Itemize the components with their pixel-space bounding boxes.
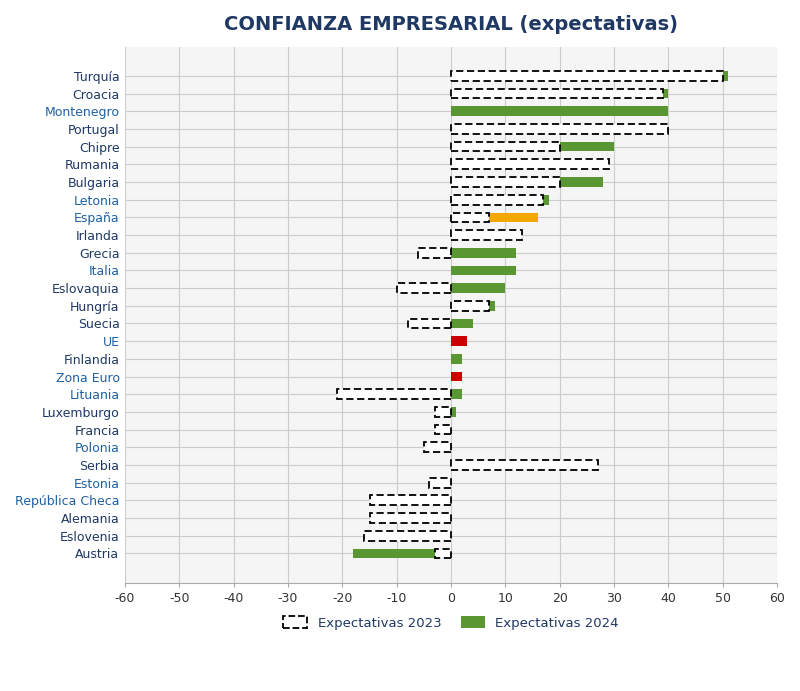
Bar bbox=[430, 477, 451, 488]
Bar bbox=[451, 301, 489, 311]
Bar bbox=[354, 549, 451, 558]
Bar bbox=[451, 283, 506, 293]
Bar bbox=[418, 248, 451, 258]
Bar bbox=[451, 88, 668, 98]
Bar bbox=[407, 319, 451, 328]
Bar bbox=[434, 425, 451, 435]
Bar bbox=[451, 71, 722, 81]
Bar bbox=[451, 71, 722, 81]
Bar bbox=[451, 124, 668, 134]
Legend: Expectativas 2023, Expectativas 2024: Expectativas 2023, Expectativas 2024 bbox=[278, 611, 624, 635]
Title: CONFIANZA EMPRESARIAL (expectativas): CONFIANZA EMPRESARIAL (expectativas) bbox=[224, 15, 678, 34]
Bar bbox=[434, 407, 451, 417]
Bar bbox=[451, 389, 462, 399]
Bar bbox=[434, 549, 451, 558]
Bar bbox=[397, 283, 451, 293]
Bar bbox=[451, 88, 663, 98]
Bar bbox=[451, 106, 668, 116]
Bar bbox=[337, 389, 451, 399]
Bar bbox=[430, 477, 451, 488]
Bar bbox=[451, 160, 609, 169]
Bar bbox=[370, 495, 451, 505]
Bar bbox=[364, 531, 451, 540]
Bar bbox=[364, 531, 451, 540]
Bar bbox=[451, 213, 489, 223]
Bar bbox=[451, 142, 560, 151]
Bar bbox=[451, 460, 598, 470]
Bar bbox=[451, 301, 494, 311]
Bar bbox=[451, 142, 614, 151]
Bar bbox=[451, 354, 462, 363]
Bar bbox=[370, 513, 451, 523]
Bar bbox=[418, 248, 451, 258]
Bar bbox=[451, 265, 516, 275]
Bar bbox=[434, 407, 451, 417]
Bar bbox=[451, 195, 549, 205]
Bar bbox=[451, 160, 609, 169]
Bar bbox=[451, 195, 543, 205]
Bar bbox=[424, 495, 451, 505]
Bar bbox=[370, 513, 451, 523]
Bar bbox=[451, 230, 522, 240]
Bar bbox=[424, 442, 451, 452]
Bar bbox=[451, 301, 489, 311]
Bar bbox=[397, 283, 451, 293]
Bar bbox=[451, 407, 457, 417]
Bar bbox=[413, 531, 451, 540]
Bar bbox=[451, 142, 560, 151]
Bar bbox=[451, 177, 603, 187]
Bar bbox=[451, 124, 668, 134]
Bar bbox=[451, 71, 728, 81]
Bar bbox=[451, 160, 609, 169]
Bar bbox=[407, 319, 451, 328]
Bar bbox=[451, 248, 516, 258]
Bar bbox=[446, 442, 451, 452]
Bar bbox=[451, 177, 560, 187]
Bar bbox=[451, 213, 489, 223]
Bar bbox=[337, 389, 451, 399]
Bar bbox=[451, 177, 560, 187]
Bar bbox=[451, 460, 598, 470]
Bar bbox=[451, 372, 462, 381]
Bar bbox=[424, 442, 451, 452]
Bar bbox=[451, 213, 538, 223]
Bar bbox=[451, 230, 522, 240]
Bar bbox=[451, 124, 668, 134]
Bar bbox=[451, 230, 522, 240]
Bar bbox=[451, 319, 473, 328]
Bar bbox=[370, 495, 451, 505]
Bar bbox=[451, 460, 478, 470]
Bar bbox=[430, 477, 451, 488]
Bar bbox=[451, 337, 467, 346]
Bar bbox=[451, 195, 543, 205]
Bar bbox=[451, 88, 663, 98]
Bar bbox=[418, 513, 451, 523]
Bar bbox=[434, 549, 451, 558]
Bar bbox=[434, 425, 451, 435]
